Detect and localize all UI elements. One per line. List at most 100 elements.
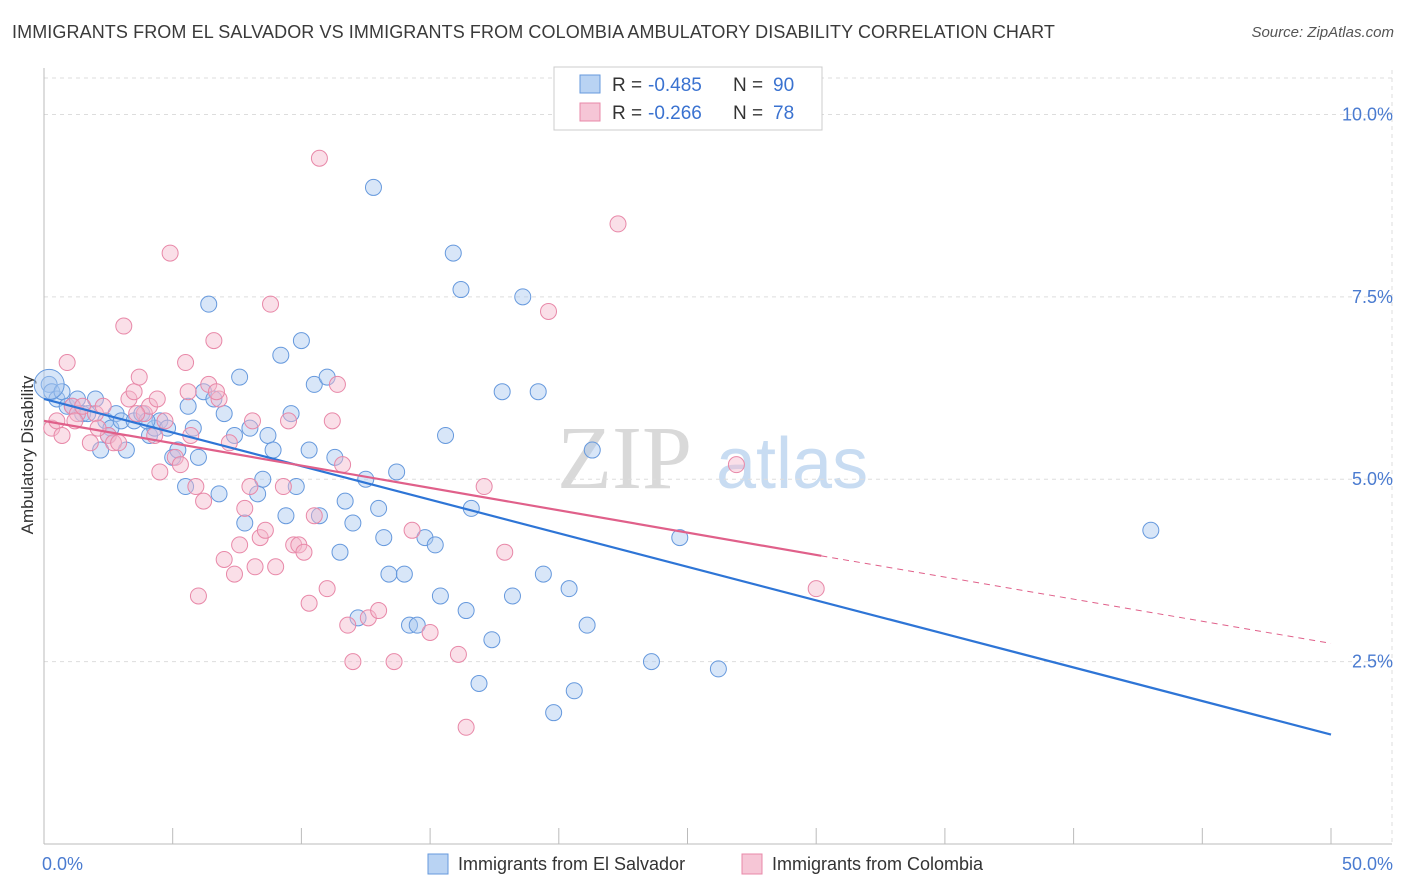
point-colombia xyxy=(151,463,169,481)
point-colombia xyxy=(449,645,467,663)
point-el-salvador xyxy=(578,616,596,634)
point-colombia xyxy=(189,587,207,605)
point-colombia xyxy=(231,536,249,554)
legend-r-label: R = xyxy=(612,103,642,124)
legend-swatch xyxy=(427,853,449,875)
chart-title: IMMIGRANTS FROM EL SALVADOR VS IMMIGRANT… xyxy=(12,22,1056,42)
point-el-salvador xyxy=(300,441,318,459)
y-tick-label: 7.5% xyxy=(1352,287,1393,307)
point-colombia xyxy=(128,405,146,423)
trend-line-el-salvador xyxy=(43,397,1332,736)
legend-series-name: Immigrants from El Salvador xyxy=(458,854,685,874)
legend-n-label: N = xyxy=(733,103,763,124)
point-colombia xyxy=(457,718,475,736)
point-el-salvador xyxy=(277,507,295,525)
point-el-salvador xyxy=(534,565,552,583)
watermark: ZIP atlas xyxy=(557,409,868,508)
point-el-salvador xyxy=(642,653,660,671)
legend-r-value: -0.266 xyxy=(648,103,702,124)
point-colombia xyxy=(334,456,352,474)
source-label: Source: ZipAtlas.com xyxy=(1251,24,1394,41)
legend-n-label: N = xyxy=(733,75,763,96)
point-el-salvador xyxy=(431,587,449,605)
x-tick-label: 0.0% xyxy=(42,854,83,874)
point-el-salvador xyxy=(179,397,197,415)
y-tick-label: 5.0% xyxy=(1352,469,1393,489)
point-colombia xyxy=(205,332,223,350)
point-el-salvador xyxy=(215,405,233,423)
point-colombia xyxy=(195,492,213,510)
trend-line-colombia xyxy=(43,419,822,557)
point-el-salvador xyxy=(210,485,228,503)
point-el-salvador xyxy=(287,478,305,496)
point-el-salvador xyxy=(457,602,475,620)
point-colombia xyxy=(225,565,243,583)
point-el-salvador xyxy=(529,383,547,401)
data-points xyxy=(33,149,1160,736)
point-el-salvador xyxy=(33,368,65,400)
legend-n-value: 90 xyxy=(773,75,794,96)
point-el-salvador xyxy=(493,383,511,401)
point-el-salvador xyxy=(292,332,310,350)
point-el-salvador xyxy=(177,478,195,496)
point-el-salvador xyxy=(444,244,462,262)
point-colombia xyxy=(385,653,403,671)
point-colombia xyxy=(421,623,439,641)
point-el-salvador xyxy=(483,631,501,649)
point-el-salvador xyxy=(264,441,282,459)
legend-stats: R = -0.485 N = 90 R = -0.266 N = 78 xyxy=(553,66,823,131)
point-colombia xyxy=(215,550,233,568)
point-el-salvador xyxy=(514,288,532,306)
point-colombia xyxy=(207,383,225,401)
point-el-salvador xyxy=(426,536,444,554)
legend-series: Immigrants from El Salvador Immigrants fr… xyxy=(427,853,984,875)
point-colombia xyxy=(148,390,166,408)
legend-swatch xyxy=(579,102,601,122)
point-el-salvador xyxy=(364,178,382,196)
point-colombia xyxy=(339,616,357,634)
point-colombia xyxy=(403,521,421,539)
point-el-salvador xyxy=(709,660,727,678)
point-colombia xyxy=(300,594,318,612)
point-colombia xyxy=(171,456,189,474)
point-colombia xyxy=(48,412,66,430)
point-el-salvador xyxy=(452,281,470,299)
point-colombia xyxy=(280,412,298,430)
point-el-salvador xyxy=(344,514,362,532)
point-el-salvador xyxy=(231,368,249,386)
point-el-salvador xyxy=(259,426,277,444)
point-el-salvador xyxy=(305,375,323,393)
trend-line-colombia-extension xyxy=(821,555,1332,644)
point-colombia xyxy=(243,412,261,430)
point-colombia xyxy=(89,419,107,437)
point-colombia xyxy=(241,478,259,496)
point-el-salvador xyxy=(331,543,349,561)
point-colombia xyxy=(256,521,274,539)
point-colombia xyxy=(344,653,362,671)
point-colombia xyxy=(274,478,292,496)
point-colombia xyxy=(540,302,558,320)
point-el-salvador xyxy=(272,346,290,364)
point-colombia xyxy=(496,543,514,561)
point-colombia xyxy=(177,354,195,372)
watermark-zip: ZIP xyxy=(557,409,692,508)
legend-r-value: -0.485 xyxy=(648,75,702,96)
point-colombia xyxy=(262,295,280,313)
point-el-salvador xyxy=(671,529,689,547)
point-colombia xyxy=(370,602,388,620)
point-colombia xyxy=(81,434,99,452)
point-el-salvador xyxy=(1142,521,1160,539)
x-tick-label: 50.0% xyxy=(1342,854,1393,874)
point-el-salvador xyxy=(370,499,388,517)
point-colombia xyxy=(323,412,341,430)
watermark-atlas: atlas xyxy=(716,424,868,504)
point-colombia xyxy=(295,543,313,561)
point-colombia xyxy=(609,215,627,233)
point-el-salvador xyxy=(470,675,488,693)
point-el-salvador xyxy=(200,295,218,313)
legend-swatch xyxy=(741,853,763,875)
point-el-salvador xyxy=(503,587,521,605)
point-el-salvador xyxy=(380,565,398,583)
point-el-salvador xyxy=(388,463,406,481)
